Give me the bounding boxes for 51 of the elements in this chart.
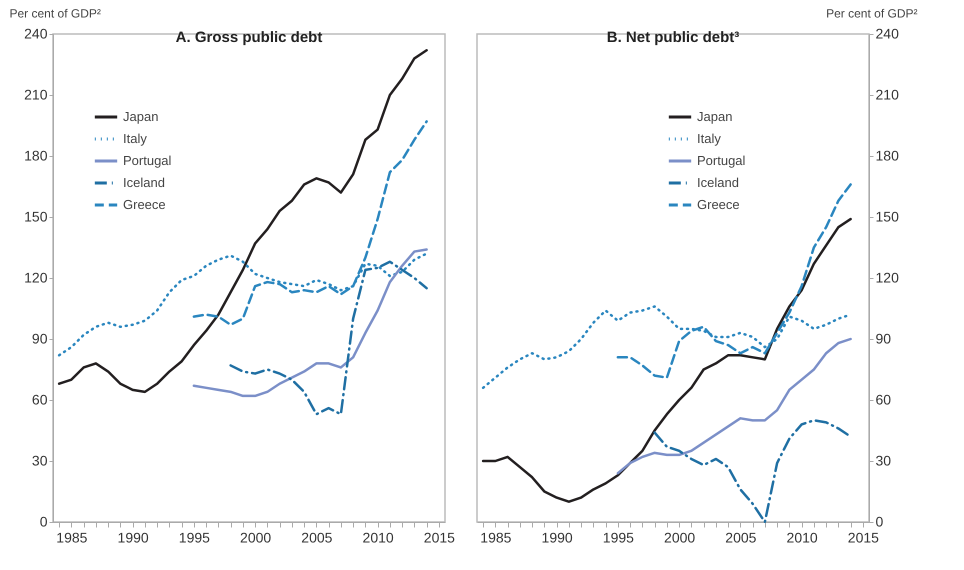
x-tick-label: 2005 [301, 530, 333, 546]
y-tick-label: 90 [876, 330, 892, 346]
y-tick-label: 150 [876, 208, 900, 224]
legend-label: Portugal [697, 153, 746, 168]
x-tick-label: 2015 [424, 530, 456, 546]
chart-title: B. Net public debt³ [606, 29, 740, 46]
y-tick-label: 120 [24, 270, 48, 286]
y-tick-label: 90 [32, 330, 48, 346]
legend-label: Greece [123, 197, 166, 212]
x-tick-label: 1990 [118, 530, 149, 546]
line-series [229, 260, 428, 416]
x-tick-label: 1995 [602, 530, 634, 546]
legend-label: Japan [123, 109, 158, 124]
line-series [58, 49, 428, 394]
x-tick-label: 2015 [848, 530, 880, 546]
legend-label: Greece [697, 197, 740, 212]
y-axis-title: Per cent of GDP² [826, 6, 918, 20]
legend-label: Italy [123, 131, 148, 146]
y-tick-label: 210 [876, 86, 900, 102]
legend-label: Portugal [123, 153, 172, 168]
legend-label: Iceland [123, 175, 165, 190]
y-tick-label: 120 [876, 270, 900, 286]
legend-label: Japan [697, 109, 732, 124]
x-tick-label: 2005 [725, 530, 757, 546]
x-tick-label: 2010 [362, 530, 394, 546]
y-tick-label: 0 [876, 514, 884, 530]
line-series [482, 218, 852, 503]
line-series [192, 248, 428, 398]
y-tick-label: 30 [32, 452, 48, 468]
y-tick-label: 180 [876, 148, 900, 164]
y-tick-label: 0 [40, 514, 48, 530]
y-tick-label: 210 [24, 86, 48, 102]
y-tick-label: 240 [876, 26, 900, 42]
y-tick-label: 150 [24, 208, 48, 224]
x-tick-label: 2000 [240, 530, 272, 546]
y-tick-label: 30 [876, 452, 892, 468]
x-tick-label: 2000 [664, 530, 696, 546]
y-tick-label: 60 [32, 392, 48, 408]
y-tick-label: 60 [876, 392, 892, 408]
x-tick-label: 1990 [542, 530, 573, 546]
chart-title: A. Gross public debt [176, 29, 322, 46]
x-tick-label: 1985 [480, 530, 512, 546]
x-tick-label: 2010 [786, 530, 818, 546]
y-tick-label: 180 [24, 148, 48, 164]
legend-label: Iceland [697, 175, 739, 190]
line-series [616, 338, 852, 474]
x-tick-label: 1995 [178, 530, 210, 546]
y-tick-label: 240 [24, 26, 48, 42]
x-tick-label: 1985 [56, 530, 88, 546]
legend-label: Italy [697, 131, 722, 146]
y-axis-title: Per cent of GDP² [10, 6, 101, 20]
